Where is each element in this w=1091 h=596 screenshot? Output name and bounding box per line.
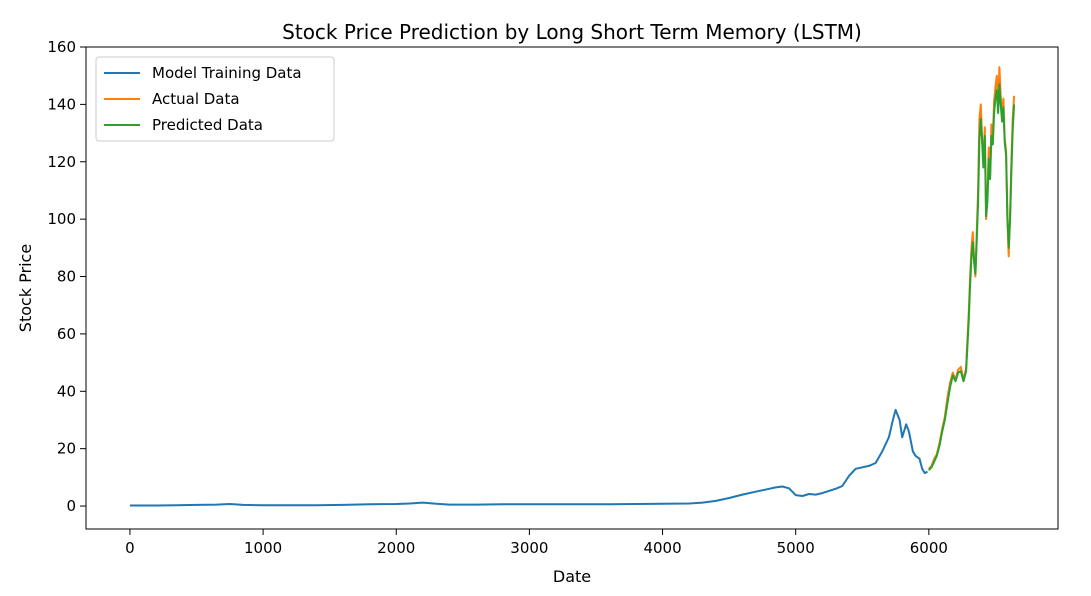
y-tick-label: 100 [47, 210, 76, 228]
y-tick-label: 120 [47, 153, 76, 171]
x-tick-label: 3000 [510, 539, 548, 557]
series-line-2 [928, 83, 1016, 471]
x-tick-label: 6000 [910, 539, 948, 557]
legend: Model Training Data Actual Data Predicted … [95, 56, 335, 142]
x-tick-label: 4000 [643, 539, 681, 557]
legend-box [95, 56, 335, 142]
y-tick-label: 160 [47, 38, 76, 56]
y-tick-label: 80 [57, 268, 76, 286]
x-tick-label: 0 [125, 539, 135, 557]
plot-area [129, 66, 1016, 507]
series-line-0 [129, 408, 928, 507]
y-axis: 0 20 40 60 80 100 120 140 160 [47, 38, 86, 515]
y-tick-label: 60 [57, 325, 76, 343]
y-tick-label: 0 [66, 497, 76, 515]
x-tick-label: 1000 [244, 539, 282, 557]
x-axis-label: Date [553, 567, 591, 586]
x-axis: 0 1000 2000 3000 4000 5000 6000 [125, 529, 948, 557]
plot-frame [85, 46, 1059, 530]
legend-label: Predicted Data [152, 116, 263, 134]
y-tick-label: 20 [57, 440, 76, 458]
chart-title: Stock Price Prediction by Long Short Ter… [282, 20, 862, 44]
y-tick-label: 140 [47, 95, 76, 113]
legend-label: Actual Data [152, 90, 240, 108]
legend-label: Model Training Data [152, 64, 302, 82]
y-axis-label: Stock Price [16, 244, 35, 332]
x-tick-label: 5000 [777, 539, 815, 557]
y-tick-label: 40 [57, 382, 76, 400]
x-tick-label: 2000 [377, 539, 415, 557]
